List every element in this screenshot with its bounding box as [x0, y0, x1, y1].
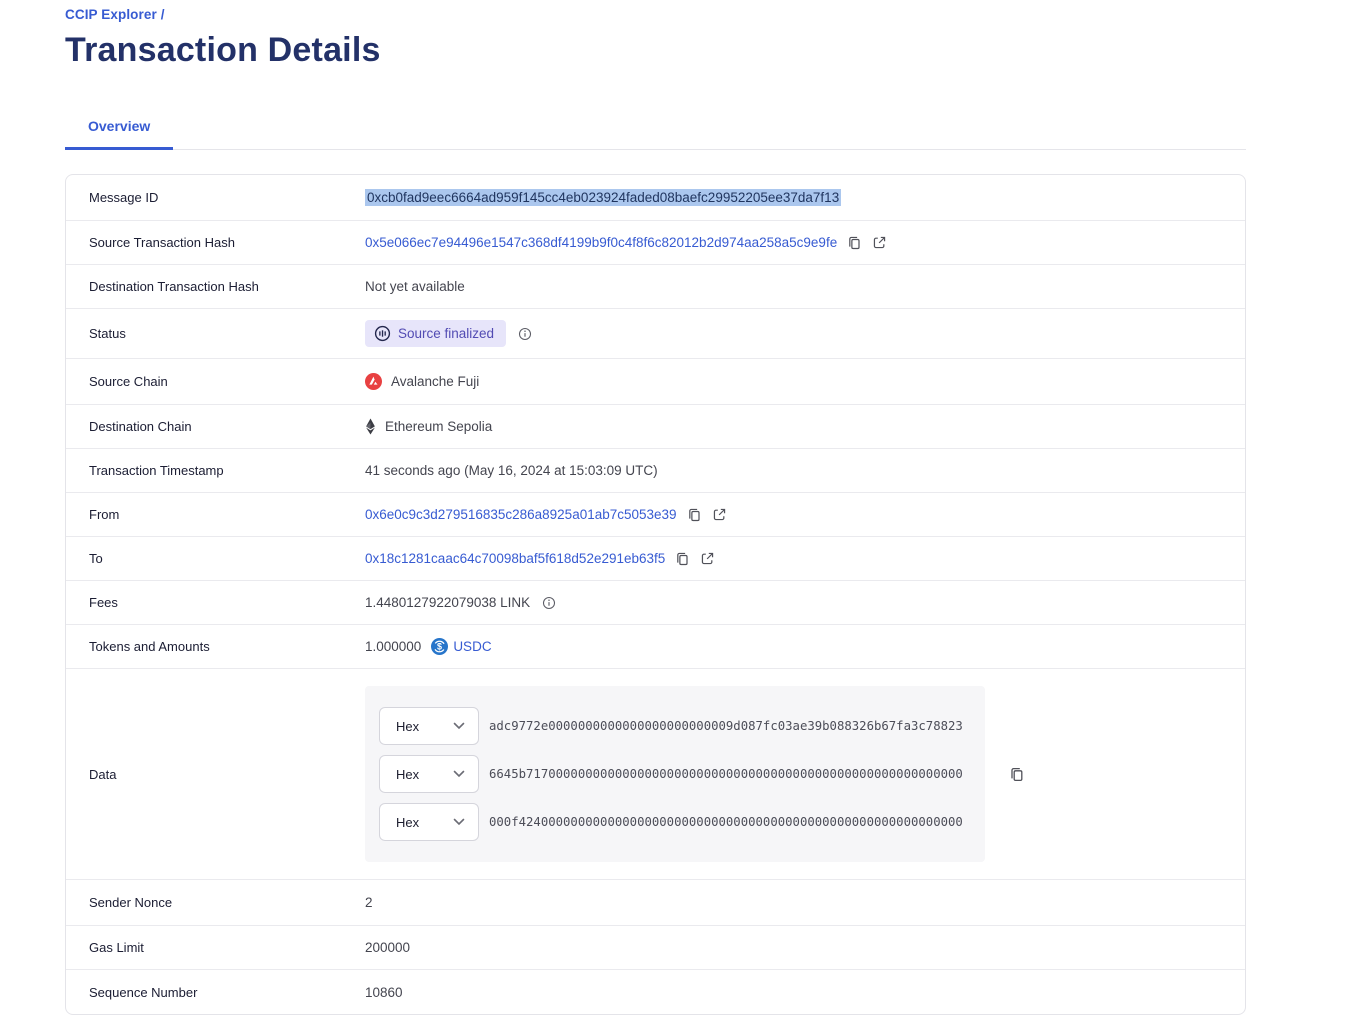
row-label: Source Chain	[89, 374, 168, 389]
status-badge-label: Source finalized	[398, 326, 495, 341]
row-label: Destination Chain	[89, 419, 192, 434]
row-gas-limit: Gas Limit 200000	[66, 926, 1245, 970]
row-label: Message ID	[89, 190, 159, 205]
external-link-icon[interactable]	[700, 551, 715, 566]
fees-value: 1.4480127922079038 LINK	[365, 595, 531, 610]
row-sender-nonce: Sender Nonce 2	[66, 880, 1245, 926]
token-symbol-link[interactable]: USDC	[453, 639, 492, 654]
row-label: Transaction Timestamp	[89, 463, 224, 478]
row-message-id: Message ID 0xcb0fad9eec6664ad959f145cc4e…	[66, 175, 1245, 221]
row-source-chain: Source Chain Avalanche Fuji	[66, 359, 1245, 405]
data-hex-line: Hex 6645b7170000000000000000000000000000…	[379, 755, 985, 793]
from-address-link[interactable]: 0x6e0c9c3d279516835c286a8925a01ab7c5053e…	[365, 507, 677, 522]
info-icon[interactable]	[518, 327, 532, 341]
message-id-value: 0xcb0fad9eec6664ad959f145cc4eb023924fade…	[365, 189, 842, 206]
source-chain-name: Avalanche Fuji	[391, 374, 480, 389]
row-label: Sequence Number	[89, 984, 198, 1000]
copy-icon[interactable]	[675, 551, 690, 566]
copy-icon[interactable]	[847, 235, 862, 250]
copy-icon[interactable]	[687, 507, 702, 522]
row-label: Status	[89, 326, 126, 341]
usdc-icon: $	[431, 638, 449, 655]
tab-overview[interactable]: Overview	[65, 107, 174, 150]
data-hex-line: Hex 000f42400000000000000000000000000000…	[379, 803, 985, 841]
row-label: To	[89, 551, 103, 566]
row-label: Source Transaction Hash	[89, 235, 235, 250]
data-format-select[interactable]: Hex	[379, 707, 479, 745]
data-format-select[interactable]: Hex	[379, 803, 479, 841]
data-hex-line: Hex adc9772e0000000000000000000000009d08…	[379, 707, 985, 745]
transaction-details-table: Message ID 0xcb0fad9eec6664ad959f145cc4e…	[65, 174, 1246, 1015]
sender-nonce-value: 2	[365, 895, 373, 910]
row-dest-tx-hash: Destination Transaction Hash Not yet ava…	[66, 265, 1245, 309]
external-link-icon[interactable]	[872, 235, 887, 250]
breadcrumb-separator: /	[160, 7, 165, 22]
external-link-icon[interactable]	[712, 507, 727, 522]
row-data: Data Hex adc9772e00000000000000000000000…	[66, 669, 1245, 880]
gas-limit-value: 200000	[365, 940, 411, 955]
svg-text:$: $	[437, 642, 442, 652]
page-title: Transaction Details	[65, 31, 381, 69]
avalanche-icon	[365, 373, 382, 390]
row-label: From	[89, 507, 120, 522]
data-hex-value: 000f424000000000000000000000000000000000…	[489, 815, 963, 829]
ethereum-icon	[366, 418, 375, 435]
row-to: To 0x18c1281caac64c70098baf5f618d52e291e…	[66, 537, 1245, 581]
data-format-value: Hex	[396, 718, 420, 734]
token-amount: 1.000000	[365, 639, 422, 654]
data-hex-value: adc9772e0000000000000000000000009d087fc0…	[489, 719, 963, 733]
copy-icon[interactable]	[1009, 766, 1025, 782]
row-dest-chain: Destination Chain Ethereum Sepolia	[66, 405, 1245, 449]
data-format-value: Hex	[396, 766, 420, 782]
row-from: From 0x6e0c9c3d279516835c286a8925a01ab7c…	[66, 493, 1245, 537]
row-sequence-number: Sequence Number 10860	[66, 970, 1245, 1014]
row-label: Fees	[89, 595, 118, 610]
row-timestamp: Transaction Timestamp 41 seconds ago (Ma…	[66, 449, 1245, 493]
chevron-down-icon	[453, 722, 465, 730]
status-progress-icon	[374, 325, 391, 342]
source-tx-hash-link[interactable]: 0x5e066ec7e94496e1547c368df4199b9f0c4f8f…	[365, 235, 838, 250]
data-hex-panel: Hex adc9772e0000000000000000000000009d08…	[365, 686, 985, 862]
breadcrumb-link-ccip-explorer[interactable]: CCIP Explorer	[65, 7, 157, 22]
row-label: Sender Nonce	[89, 895, 173, 910]
status-badge: Source finalized	[365, 320, 507, 347]
dest-tx-hash-value: Not yet available	[365, 279, 465, 294]
data-hex-value: 6645b71700000000000000000000000000000000…	[489, 767, 963, 781]
row-status: Status Source finalized	[66, 309, 1245, 359]
dest-chain-name: Ethereum Sepolia	[385, 419, 493, 434]
chevron-down-icon	[453, 818, 465, 826]
to-address-link[interactable]: 0x18c1281caac64c70098baf5f618d52e291eb63…	[365, 551, 666, 566]
row-fees: Fees 1.4480127922079038 LINK	[66, 581, 1245, 625]
info-icon[interactable]	[542, 596, 556, 610]
sequence-number-value: 10860	[365, 984, 403, 1000]
breadcrumb: CCIP Explorer /	[65, 7, 1354, 22]
row-tokens-and-amounts: Tokens and Amounts 1.000000 $ USDC	[66, 625, 1245, 669]
row-label: Tokens and Amounts	[89, 639, 210, 654]
tab-bar: Overview	[65, 107, 1246, 150]
data-format-value: Hex	[396, 814, 420, 830]
row-source-tx-hash: Source Transaction Hash 0x5e066ec7e94496…	[66, 221, 1245, 265]
data-format-select[interactable]: Hex	[379, 755, 479, 793]
row-label: Gas Limit	[89, 940, 144, 955]
chevron-down-icon	[453, 770, 465, 778]
timestamp-value: 41 seconds ago (May 16, 2024 at 15:03:09…	[365, 463, 658, 478]
row-label: Data	[89, 766, 117, 782]
row-label: Destination Transaction Hash	[89, 279, 259, 294]
